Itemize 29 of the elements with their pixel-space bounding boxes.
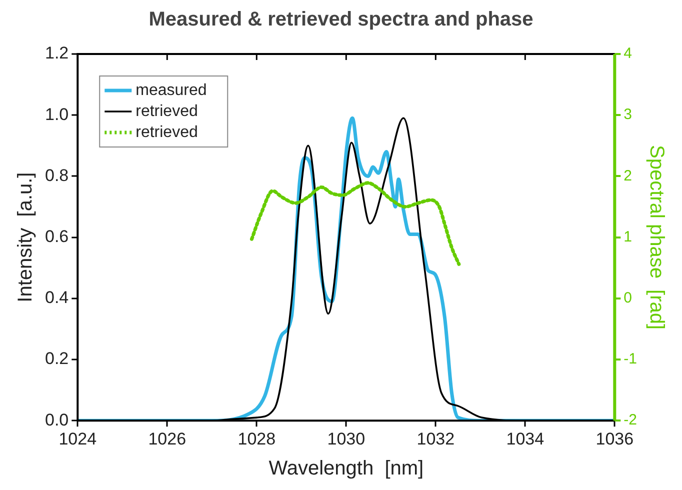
y2-tick-label: 4 [624, 45, 632, 62]
x-tick-label: 1024 [58, 429, 97, 448]
x-tick-label: 1028 [238, 429, 276, 448]
chart-title: Measured & retrieved spectra and phase [148, 8, 534, 31]
y-tick-label: 0.4 [44, 288, 69, 308]
x-tick-label: 1036 [596, 429, 634, 448]
x-tick-label: 1030 [327, 429, 366, 448]
y2-tick-label: 3 [624, 106, 632, 124]
y2-tick-label: -1 [624, 350, 638, 368]
x-axis-title: Wavelength [nm] [268, 458, 424, 480]
x-tick-label: 1034 [506, 429, 544, 448]
x-tick-label: 1032 [416, 429, 455, 448]
y2-tick-label: -2 [624, 412, 638, 429]
legend-label: retrieved [136, 124, 198, 141]
y-tick-label: 1.0 [44, 104, 69, 124]
legend-label: retrieved [136, 102, 198, 120]
y-tick-label: 0.8 [44, 166, 69, 185]
y2-tick-label: 1 [624, 228, 632, 246]
legend-label: measured [136, 82, 207, 99]
line-series [250, 181, 461, 266]
y-tick-label: 1.2 [44, 44, 69, 63]
y-axis-title: Intensity [a.u.] [14, 172, 37, 302]
y2-axis-title: Spectral phase [rad] [645, 145, 668, 330]
x-tick-label: 1026 [148, 429, 186, 448]
y-tick-label: 0.6 [44, 226, 69, 246]
y2-tick-label: 0 [624, 290, 632, 307]
y2-tick-label: 2 [624, 167, 632, 184]
y-tick-label: 0.2 [44, 349, 69, 368]
y-tick-label: 0.0 [44, 410, 69, 430]
